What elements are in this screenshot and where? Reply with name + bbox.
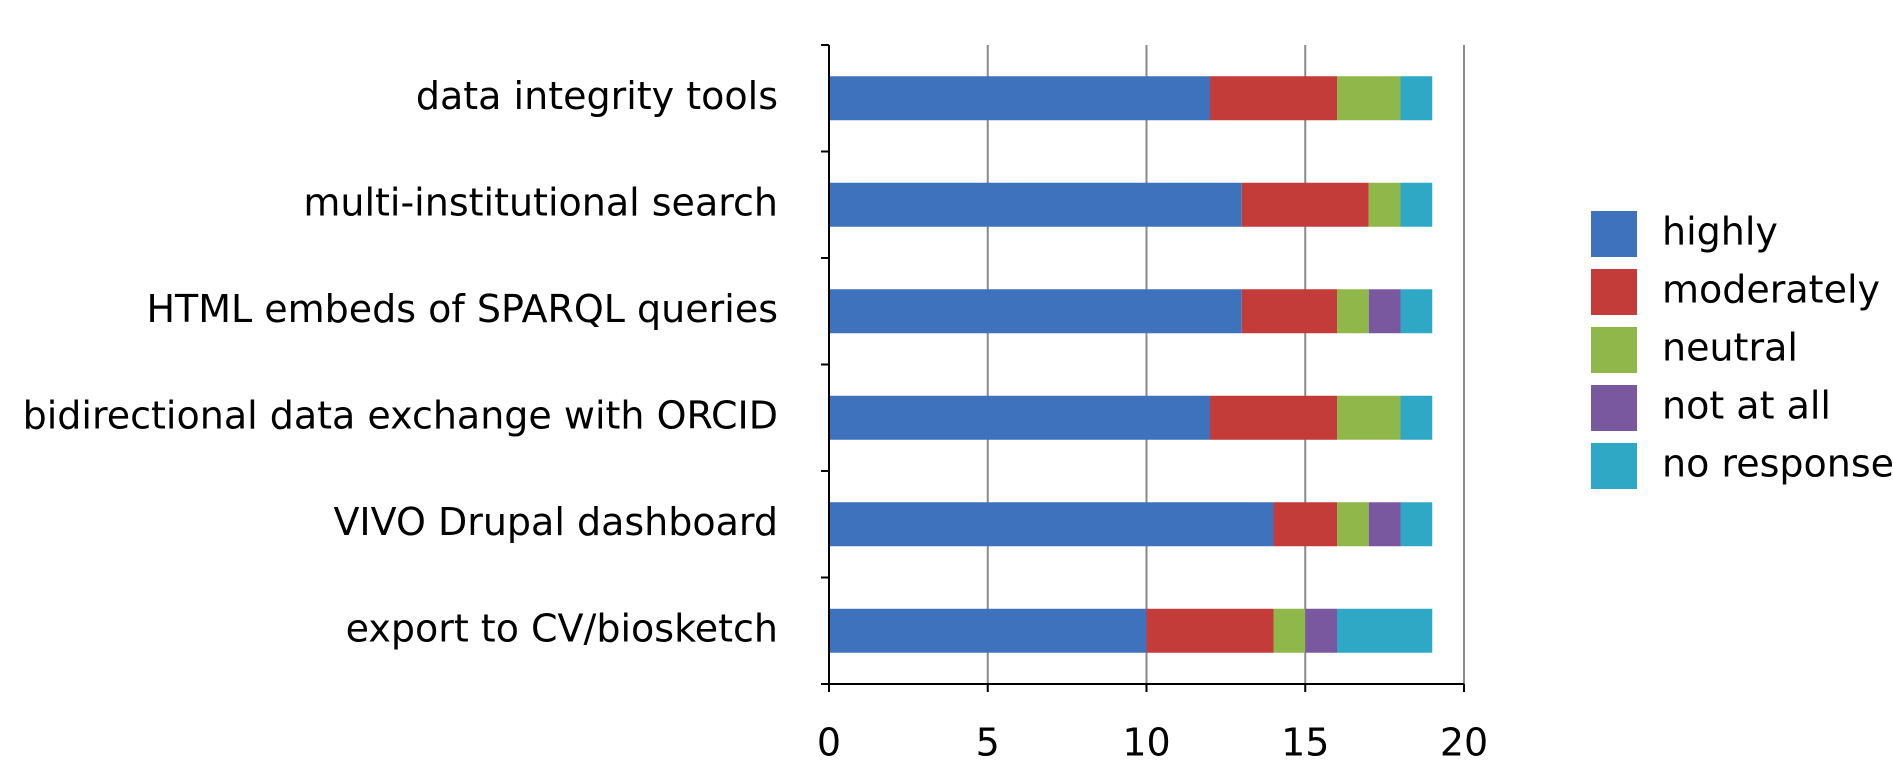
x-tick-label: 20: [1440, 721, 1488, 765]
bar-segment: [1241, 182, 1369, 227]
legend-swatch: [1591, 269, 1637, 315]
x-tick-label: 10: [1122, 721, 1170, 765]
bar-segment: [1146, 608, 1274, 653]
bar-segment: [1305, 608, 1337, 653]
bar-segment: [1368, 182, 1401, 227]
legend-swatch: [1591, 211, 1637, 257]
bar-segment: [1337, 608, 1433, 653]
bar-segment: [829, 289, 1242, 334]
legend-label: moderately: [1662, 268, 1880, 312]
bar-segment: [1273, 502, 1337, 547]
legend-swatch: [1591, 327, 1637, 373]
legend-label: no response: [1662, 442, 1893, 486]
bar-segment: [829, 76, 1210, 121]
bar-segment: [1210, 395, 1337, 440]
x-tick-label: 0: [817, 721, 841, 765]
bar-segment: [829, 502, 1274, 547]
legend-swatch: [1591, 443, 1637, 489]
bar-segment: [829, 182, 1242, 227]
y-tick-label: multi-institutional search: [303, 180, 778, 224]
legend-label: not at all: [1662, 384, 1831, 428]
bar-segment: [1400, 182, 1433, 227]
bar-segment: [1400, 289, 1433, 334]
bar-segment: [1337, 289, 1369, 334]
y-tick-label: data integrity tools: [416, 74, 778, 118]
bar-segment: [1400, 502, 1433, 547]
x-tick-label: 15: [1281, 721, 1329, 765]
bar-segment: [1210, 76, 1337, 121]
bar-segment: [1368, 289, 1401, 334]
x-tick-label: 5: [976, 721, 1000, 765]
legend-swatch: [1591, 385, 1637, 431]
bar-segment: [1400, 395, 1433, 440]
bar-segment: [1400, 76, 1433, 121]
legend-label: neutral: [1662, 326, 1798, 370]
bar-segment: [1337, 502, 1369, 547]
legend-label: highly: [1662, 210, 1778, 254]
bar-segment: [829, 608, 1147, 653]
y-tick-label: bidirectional data exchange with ORCID: [23, 393, 778, 437]
bar-segment: [1337, 395, 1401, 440]
bar-segment: [1273, 608, 1306, 653]
bar-segment: [1337, 76, 1401, 121]
bar-segment: [829, 395, 1210, 440]
y-tick-label: HTML embeds of SPARQL queries: [146, 287, 778, 331]
y-tick-label: export to CV/biosketch: [346, 606, 778, 650]
y-tick-label: VIVO Drupal dashboard: [333, 500, 778, 544]
bar-segment: [1368, 502, 1401, 547]
bar-segment: [1241, 289, 1337, 334]
